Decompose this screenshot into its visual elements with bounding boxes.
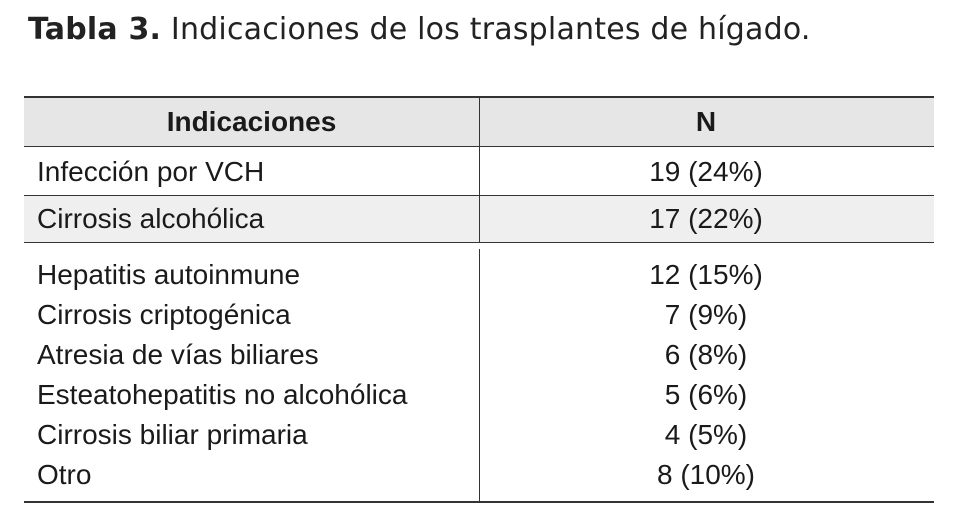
indication-cell: Esteatohepatitis no alcohólica <box>37 379 408 410</box>
header-indicaciones: Indicaciones <box>166 106 337 137</box>
indication-cell: Cirrosis biliar primaria <box>37 419 308 450</box>
count-cell: 8 (10%) <box>479 455 934 501</box>
indication-cell: Otro <box>37 459 92 490</box>
count-cell: 19 (24%) <box>479 147 934 195</box>
count-cell: 7 (9%) <box>479 295 934 335</box>
table-number: Tabla 3. <box>28 12 162 47</box>
indications-table: Indicaciones N Infección por VCH 19 (24%… <box>24 96 934 503</box>
table-title: Indicaciones de los trasplantes de hígad… <box>170 12 811 47</box>
count-cell: 5 (6%) <box>479 375 934 415</box>
table-row: Cirrosis biliar primaria 4 (5%) <box>24 415 934 455</box>
indication-cell: Infección por VCH <box>37 156 265 187</box>
table-row: Cirrosis alcohólica 17 (22%) <box>24 195 934 243</box>
count-cell: 6 (8%) <box>479 335 934 375</box>
table-row: Cirrosis criptogénica 7 (9%) <box>24 295 934 335</box>
table-header-row: Indicaciones N <box>24 98 934 147</box>
count-cell: 12 (15%) <box>479 249 934 295</box>
table-row: Infección por VCH 19 (24%) <box>24 147 934 195</box>
indication-cell: Cirrosis alcohólica <box>37 203 265 234</box>
count-cell: 17 (22%) <box>479 196 934 242</box>
table-row: Atresia de vías biliares 6 (8%) <box>24 335 934 375</box>
indication-cell: Hepatitis autoinmune <box>37 259 301 290</box>
table-caption: Tabla 3. Indicaciones de los trasplantes… <box>28 12 811 47</box>
header-n: N <box>479 98 934 146</box>
indication-cell: Atresia de vías biliares <box>37 339 319 370</box>
indication-cell: Cirrosis criptogénica <box>37 299 291 330</box>
table-row: Otro 8 (10%) <box>24 455 934 501</box>
table-row: Esteatohepatitis no alcohólica 5 (6%) <box>24 375 934 415</box>
table-row: Hepatitis autoinmune 12 (15%) <box>24 243 934 295</box>
count-cell: 4 (5%) <box>479 415 934 455</box>
